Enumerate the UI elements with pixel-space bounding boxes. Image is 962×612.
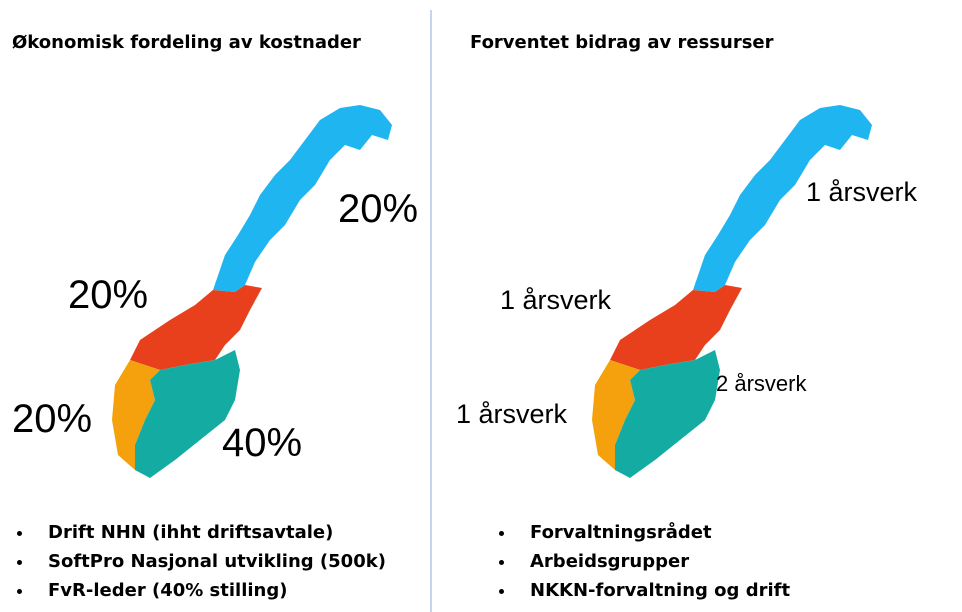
bullet-list: Forvaltningsrådet Arbeidsgrupper NKKN-fo… [492,518,790,605]
bullet: Forvaltningsrådet [516,518,790,547]
region-label: 20% [68,273,148,317]
region-label: 1 årsverk [456,399,568,429]
bullet: SoftPro Nasjonal utvikling (500k) [34,547,386,576]
region-label: 20% [338,187,418,231]
region-label: 1 årsverk [806,177,918,207]
bullet: Arbeidsgrupper [516,547,790,576]
region-label: 1 årsverk [500,285,612,315]
bullet: Drift NHN (ihht driftsavtale) [34,518,386,547]
bullet: NKKN-forvaltning og drift [516,576,790,605]
region-label: 2 årsverk [716,371,807,396]
bullet-list: Drift NHN (ihht driftsavtale) SoftPro Na… [10,518,386,605]
title: Økonomisk fordeling av kostnader [12,32,361,53]
region-label: 20% [12,397,92,441]
region-label: 40% [222,421,302,465]
map-right [592,105,872,478]
title: Forventet bidrag av ressurser [470,32,774,53]
bullet: FvR-leder (40% stilling) [34,576,386,605]
